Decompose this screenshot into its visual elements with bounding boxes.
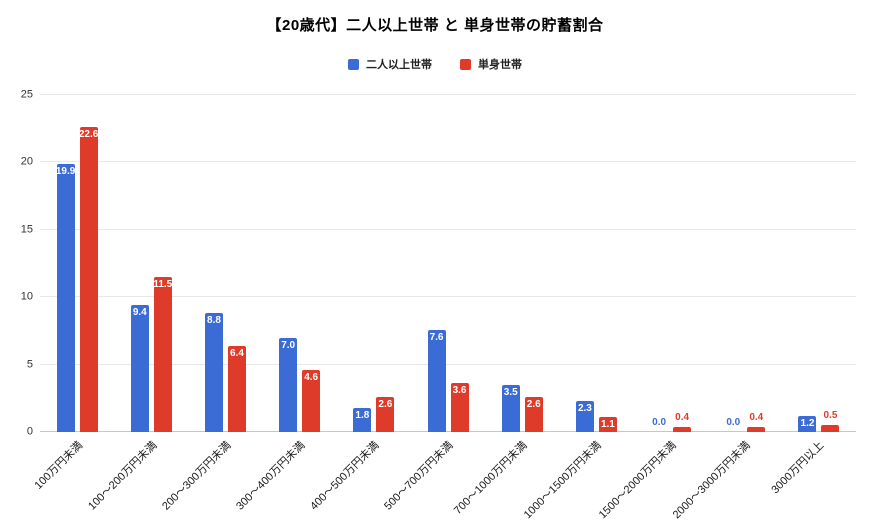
bar-group: 7.6 3.6 500〜700万円未満	[382, 95, 485, 513]
bar-single-household: 0.4	[747, 412, 766, 432]
bar-two-person-household: 19.9	[56, 163, 75, 432]
value-label: 8.8	[207, 315, 221, 327]
x-tick-label: 2000〜3000万円未満	[670, 439, 753, 522]
value-label: 2.6	[526, 398, 541, 410]
bar-group: 3.5 2.6 700〜1000万円未満	[452, 95, 559, 517]
bar-two-person-household: 7.0	[279, 337, 298, 432]
legend-label-single-household: 単身世帯	[478, 59, 522, 71]
bar-two-person-household: 7.6	[427, 329, 446, 432]
value-label: 22.6	[78, 129, 99, 141]
bar-single-household: 3.6	[450, 383, 469, 432]
gridline	[40, 296, 856, 298]
bar-two-person-household: 8.8	[204, 313, 223, 432]
legend: 二人以上世帯 単身世帯	[0, 56, 870, 72]
plot-area: 0 5 10 15 20 25 19.9 22.6 100万円未満 9.4 11.5 100〜200万…	[21, 89, 856, 521]
legend-swatch-red	[460, 58, 471, 70]
bar-single-household: 1.1	[598, 417, 617, 432]
value-label: 0.0	[726, 417, 741, 428]
value-label: 11.5	[153, 278, 173, 290]
value-label: 4.6	[304, 372, 319, 383]
gridline	[40, 363, 856, 365]
value-label: 7.0	[281, 339, 296, 351]
legend-item-single-household: 単身世帯	[460, 56, 522, 72]
value-label: 0.0	[652, 417, 667, 428]
value-label: 7.6	[429, 331, 444, 343]
value-label: 0.4	[749, 411, 764, 423]
y-tick-label: 20	[20, 155, 33, 168]
x-tick-label: 200〜300万円未満	[159, 439, 234, 513]
gridline	[40, 161, 856, 163]
bar-single-household: 2.6	[524, 396, 543, 432]
value-label: 19.9	[55, 165, 76, 177]
bar-two-person-household: 3.5	[501, 384, 520, 432]
gridline	[40, 94, 856, 95]
chart-title: 【20歳代】二人以上世帯 と 単身世帯の貯蓄割合	[266, 17, 604, 34]
bar-group: 8.8 6.4 200〜300万円未満	[160, 95, 262, 513]
bar-group: 2.3 1.1 1000〜1500万円未満	[522, 95, 633, 521]
value-label: 0.5	[823, 410, 838, 422]
value-label: 1.1	[600, 419, 615, 431]
bar-single-household: 22.6	[79, 127, 98, 432]
bar-group: 0.0 0.4 1500〜2000万円未満	[596, 95, 708, 521]
bar-two-person-household: 2.3	[575, 401, 594, 432]
bar-two-person-household: 1.8	[353, 407, 372, 432]
legend-item-two-person-household: 二人以上世帯	[348, 56, 432, 72]
y-tick-label: 5	[26, 358, 33, 371]
bar-single-household: 4.6	[302, 370, 321, 432]
value-label: 3.6	[452, 385, 467, 397]
bar-single-household: 0.4	[673, 412, 692, 432]
bar-two-person-household: 1.2	[798, 415, 817, 432]
y-tick-label: 15	[20, 223, 33, 236]
bar-groups: 19.9 22.6 100万円未満 9.4 11.5 100〜200万円未満 8.8 6.4 2…	[32, 95, 856, 521]
bar-single-household: 6.4	[227, 345, 246, 432]
bar-group: 9.4 11.5 100〜200万円未満	[86, 95, 188, 513]
value-label: 9.4	[132, 307, 147, 319]
bar-group: 0.0 0.4 2000〜3000万円未満	[671, 95, 782, 521]
x-tick-label: 3000万円以上	[769, 439, 827, 497]
value-label: 1.8	[355, 409, 370, 421]
bar-single-household: 11.5	[153, 276, 172, 432]
legend-label-two-person-household: 二人以上世帯	[366, 59, 432, 71]
y-tick-label: 0	[26, 425, 33, 438]
value-label: 2.3	[577, 403, 592, 414]
x-tick-label: 100万円未満	[32, 439, 85, 492]
bar-single-household: 0.5	[821, 410, 840, 432]
x-tick-label: 1500〜2000万円未満	[596, 439, 679, 522]
x-tick-label: 300〜400万円未満	[234, 439, 308, 513]
value-label: 2.6	[378, 398, 393, 410]
x-tick-label: 100〜200万円未満	[85, 439, 160, 513]
x-tick-label: 500〜700万円未満	[382, 439, 456, 513]
x-tick-label: 700〜1000万円未満	[452, 439, 530, 517]
bar-group: 1.2 0.5 3000万円以上	[770, 95, 856, 496]
x-tick-label: 400〜500万円未満	[308, 439, 382, 513]
bar-group: 7.0 4.6 300〜400万円未満	[234, 95, 337, 513]
legend-swatch-blue	[348, 58, 359, 70]
value-label: 6.4	[230, 347, 244, 359]
bar-group: 1.8 2.6 400〜500万円未満	[308, 95, 411, 513]
x-axis-line	[40, 431, 856, 432]
value-label: 0.4	[675, 411, 690, 423]
value-label: 1.2	[800, 417, 815, 429]
value-label: 3.5	[503, 386, 518, 398]
bar-two-person-household: 9.4	[130, 305, 149, 432]
x-tick-label: 1000〜1500万円未満	[522, 439, 605, 522]
gridline	[40, 228, 856, 230]
bar-single-household: 2.6	[376, 396, 395, 432]
y-tick-label: 10	[20, 290, 33, 303]
bar-group: 19.9 22.6 100万円未満	[32, 95, 114, 492]
y-tick-label: 25	[20, 88, 33, 101]
